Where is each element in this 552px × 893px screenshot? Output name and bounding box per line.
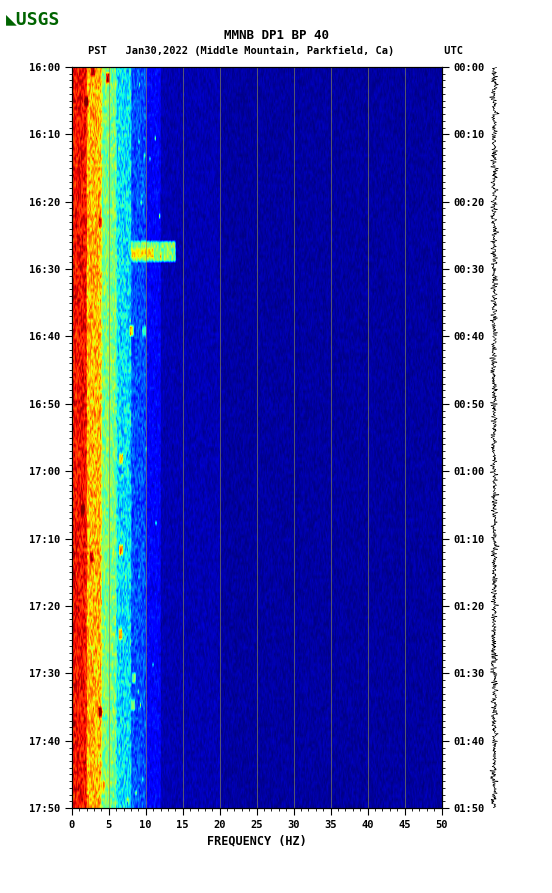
- Text: MMNB DP1 BP 40: MMNB DP1 BP 40: [224, 29, 328, 42]
- Text: ◣USGS: ◣USGS: [6, 11, 60, 29]
- X-axis label: FREQUENCY (HZ): FREQUENCY (HZ): [207, 834, 306, 847]
- Text: PST   Jan30,2022 (Middle Mountain, Parkfield, Ca)        UTC: PST Jan30,2022 (Middle Mountain, Parkfie…: [88, 46, 464, 56]
